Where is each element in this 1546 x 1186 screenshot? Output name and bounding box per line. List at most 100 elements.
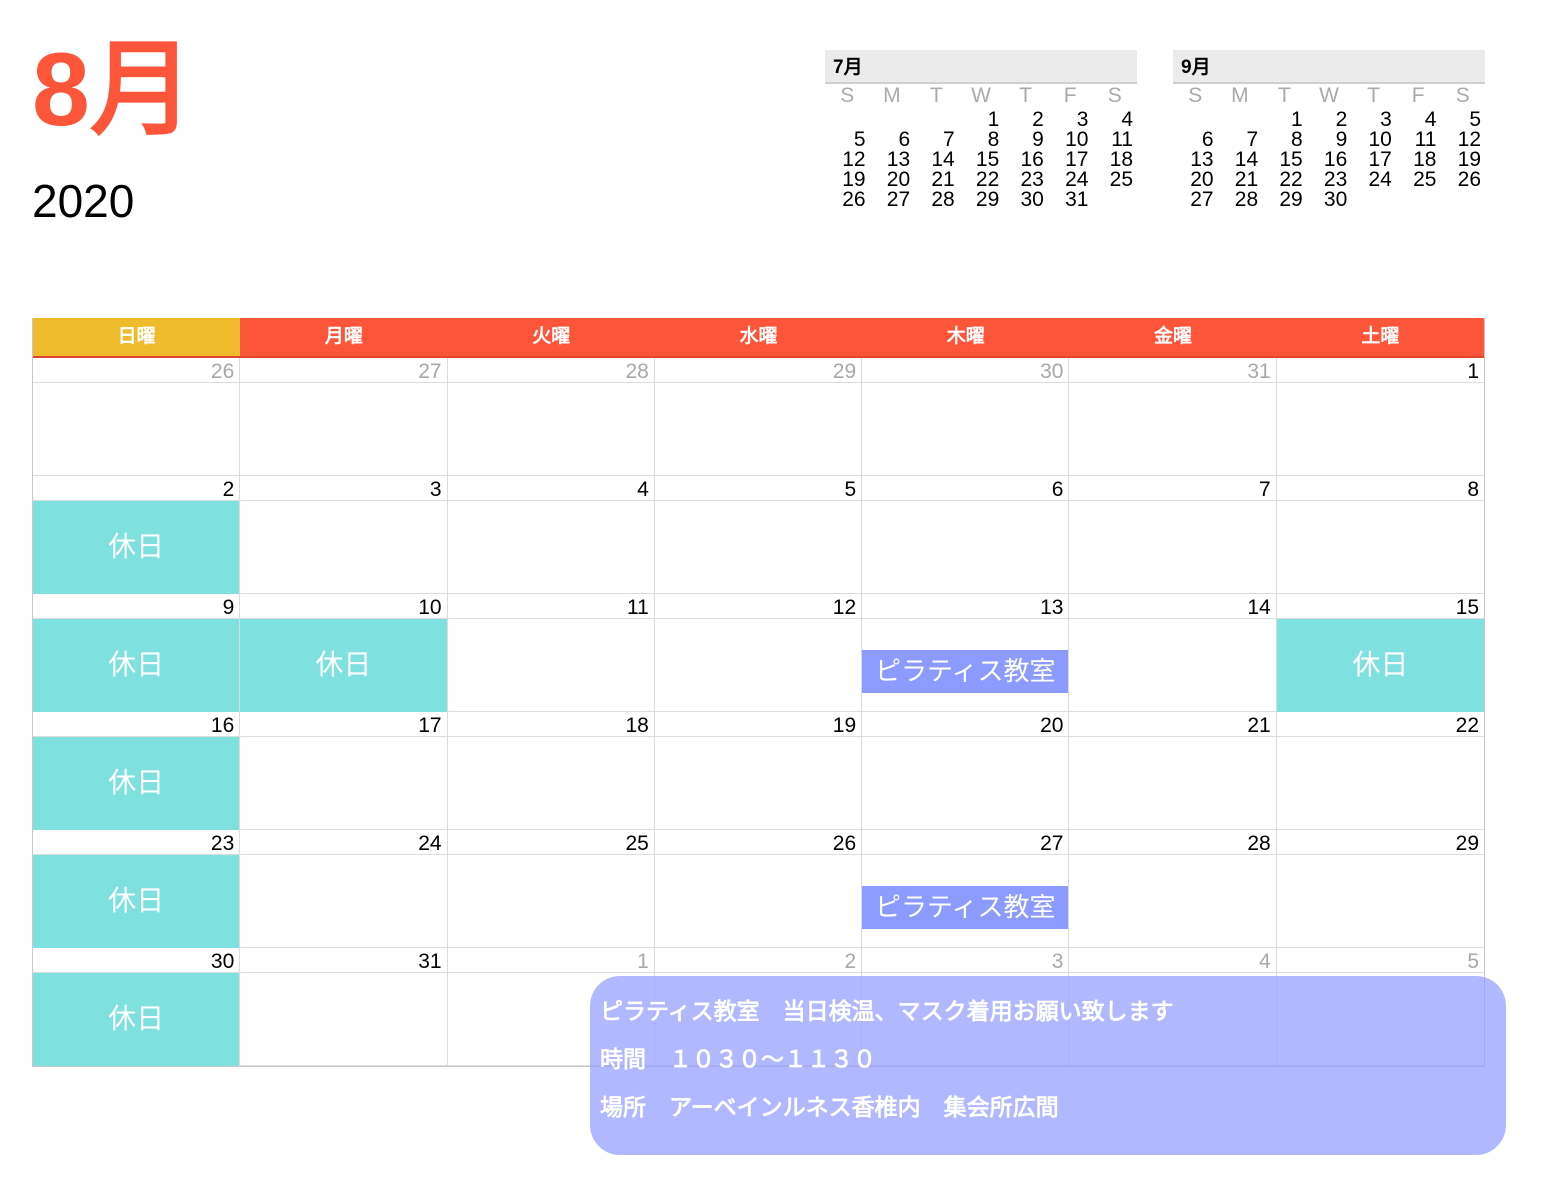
day-cell[interactable]: 16 休日 — [33, 712, 241, 830]
note-line: 時間 １０３０〜１１３０ — [600, 1046, 876, 1072]
day-number: 24 — [240, 830, 447, 855]
day-number: 27 — [240, 358, 447, 383]
holiday-event[interactable]: 休日 — [240, 619, 447, 712]
day-cell[interactable]: 2 休日 — [33, 476, 241, 594]
day-number: 29 — [654, 358, 862, 383]
day-cell[interactable]: 26 — [654, 830, 863, 948]
calendar-event[interactable]: ピラティス教室 — [862, 650, 1069, 693]
day-cell[interactable]: 11 — [447, 594, 655, 712]
mini-day: 22 — [1279, 168, 1303, 191]
weekday-label: 日曜 — [33, 318, 241, 356]
day-cell[interactable]: 7 — [1069, 476, 1277, 594]
day-cell[interactable]: 4 — [447, 476, 655, 594]
weekday-header: 日曜 月曜 火曜 水曜 木曜 金曜 土曜 — [33, 318, 1484, 358]
mini-day — [825, 110, 870, 130]
day-number: 5 — [1276, 948, 1484, 973]
mini-day: 30 — [1323, 188, 1348, 211]
mini-day: 17 — [1065, 148, 1089, 171]
mini-weekday: M — [1231, 84, 1249, 107]
mini-day — [1218, 110, 1263, 130]
day-cell[interactable]: 6 — [862, 476, 1070, 594]
day-cell[interactable]: 8 — [1276, 476, 1484, 594]
day-number: 16 — [33, 712, 240, 737]
day-number: 30 — [862, 358, 1069, 383]
day-cell[interactable]: 26 — [33, 358, 241, 476]
day-cell[interactable]: 27 ピラティス教室 — [862, 830, 1070, 948]
day-cell[interactable]: 31 — [1069, 358, 1277, 476]
day-number: 31 — [1069, 358, 1276, 383]
day-number: 2 — [654, 948, 862, 973]
day-number: 20 — [862, 712, 1069, 737]
holiday-event[interactable]: 休日 — [33, 501, 240, 594]
day-cell[interactable]: 25 — [447, 830, 655, 948]
day-cell[interactable]: 1 — [1276, 358, 1484, 476]
mini-day — [1173, 110, 1218, 130]
mini-weekday: T — [1019, 84, 1032, 107]
day-number: 12 — [654, 594, 862, 619]
day-cell[interactable]: 31 — [240, 948, 448, 1066]
mini-weekday: S — [1188, 84, 1203, 107]
day-number: 28 — [447, 358, 654, 383]
day-number: 17 — [240, 712, 447, 737]
year-title: 2020 — [32, 175, 135, 227]
mini-day: 30 — [1020, 188, 1044, 211]
day-cell[interactable]: 30 — [862, 358, 1070, 476]
holiday-event[interactable]: 休日 — [33, 737, 240, 830]
holiday-event[interactable]: 休日 — [33, 973, 240, 1066]
mini-day: 3 — [1380, 108, 1392, 131]
day-cell[interactable]: 30 休日 — [33, 948, 241, 1066]
mini-day: 13 — [886, 148, 911, 171]
day-cell[interactable]: 13 ピラティス教室 — [862, 594, 1070, 712]
month-title: 8月 — [32, 32, 194, 148]
mini-day: 6 — [1201, 128, 1214, 151]
day-cell[interactable]: 14 — [1069, 594, 1277, 712]
day-cell[interactable]: 18 — [447, 712, 655, 830]
day-number: 21 — [1069, 712, 1276, 737]
mini-calendar-title: 7月 — [825, 50, 1137, 84]
mini-weekday: T — [1278, 84, 1291, 107]
calendar-event[interactable]: ピラティス教室 — [862, 886, 1069, 929]
day-cell[interactable]: 22 — [1276, 712, 1484, 830]
day-cell[interactable]: 20 — [862, 712, 1070, 830]
holiday-event[interactable]: 休日 — [1276, 619, 1484, 712]
day-cell[interactable]: 21 — [1069, 712, 1277, 830]
mini-day: 21 — [931, 168, 955, 191]
day-cell[interactable]: 27 — [240, 358, 448, 476]
mini-weekday: M — [883, 84, 901, 107]
mini-day: 17 — [1368, 148, 1392, 171]
day-cell[interactable]: 29 — [1276, 830, 1484, 948]
mini-day: 11 — [1111, 128, 1133, 151]
weekday-label: 木曜 — [862, 318, 1070, 356]
day-number: 19 — [654, 712, 862, 737]
day-cell[interactable]: 19 — [654, 712, 863, 830]
day-cell[interactable]: 29 — [654, 358, 863, 476]
day-cell[interactable]: 5 — [654, 476, 863, 594]
mini-day: 19 — [842, 168, 866, 191]
mini-weekday: T — [930, 84, 943, 107]
mini-day: 28 — [931, 188, 955, 211]
day-cell[interactable]: 24 — [240, 830, 448, 948]
day-cell[interactable]: 17 — [240, 712, 448, 830]
holiday-event[interactable]: 休日 — [33, 855, 240, 948]
week-row: 2 休日 3 4 5 6 7 8 — [33, 476, 1484, 594]
mini-day: 2 — [1335, 108, 1348, 131]
mini-day: 14 — [1234, 148, 1259, 171]
mini-day: 1 — [987, 108, 1000, 131]
mini-weekday: F — [1063, 84, 1077, 107]
day-cell[interactable]: 15 休日 — [1276, 594, 1484, 712]
day-cell[interactable]: 10 休日 — [240, 594, 448, 712]
holiday-event[interactable]: 休日 — [33, 619, 240, 712]
day-cell[interactable]: 3 — [240, 476, 448, 594]
day-cell[interactable]: 28 — [447, 358, 655, 476]
day-number: 11 — [447, 594, 654, 619]
mini-day: 29 — [1279, 188, 1303, 211]
mini-day: 8 — [1291, 128, 1303, 151]
day-number: 4 — [447, 476, 654, 501]
day-cell[interactable]: 12 — [654, 594, 863, 712]
weekday-label: 水曜 — [654, 318, 863, 356]
day-cell[interactable]: 28 — [1069, 830, 1277, 948]
day-cell[interactable]: 23 休日 — [33, 830, 241, 948]
day-cell[interactable]: 9 休日 — [33, 594, 241, 712]
mini-day: 21 — [1234, 168, 1259, 191]
mini-day: 26 — [842, 188, 866, 211]
